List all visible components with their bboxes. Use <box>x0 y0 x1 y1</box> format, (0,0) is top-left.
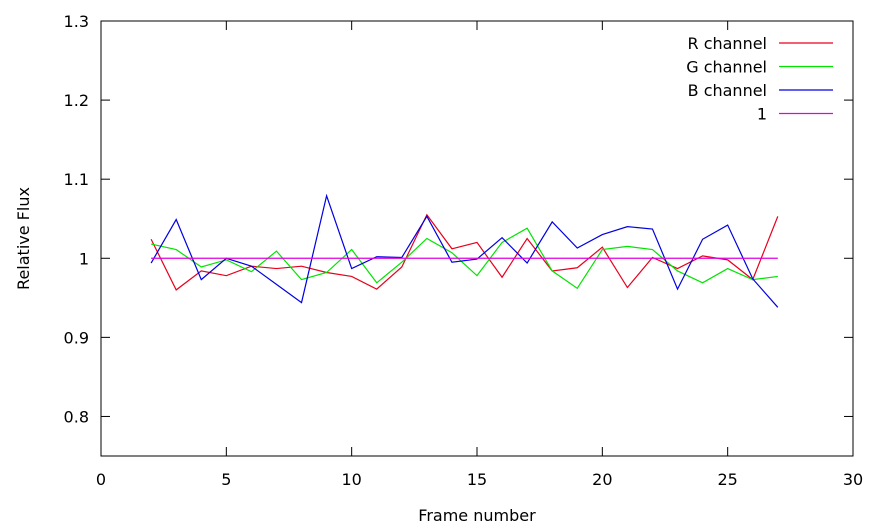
y-tick-label: 1.2 <box>64 91 89 110</box>
series-layer <box>150 193 779 308</box>
x-tick-label: 0 <box>96 470 106 489</box>
legend-label: G channel <box>686 58 767 77</box>
x-tick-label: 10 <box>341 470 361 489</box>
series-line-1 <box>150 213 779 291</box>
ticks-layer: 0 5 10 15 20 25 30 0.8 0.9 1 1.1 1.2 1.3 <box>64 12 864 489</box>
legend-label: R channel <box>687 34 767 53</box>
series-line-3 <box>150 193 779 308</box>
y-tick-label: 1.3 <box>64 12 89 31</box>
x-tick-label: 15 <box>467 470 487 489</box>
y-tick-label: 0.8 <box>64 407 89 426</box>
y-axis-title: Relative Flux <box>14 187 33 290</box>
x-tick-label: 20 <box>592 470 612 489</box>
legend-label: B channel <box>688 81 767 100</box>
x-axis-title: Frame number <box>418 506 536 525</box>
y-tick-label: 1.1 <box>64 170 89 189</box>
legend-label: 1 <box>757 105 767 124</box>
x-tick-label: 30 <box>843 470 863 489</box>
x-tick-label: 25 <box>717 470 737 489</box>
legend: R channel G channel B channel 1 <box>686 34 833 124</box>
x-tick-label: 5 <box>221 470 231 489</box>
series-line-2 <box>151 227 778 290</box>
y-tick-label: 0.9 <box>64 328 89 347</box>
y-tick-label: 1 <box>79 249 89 268</box>
